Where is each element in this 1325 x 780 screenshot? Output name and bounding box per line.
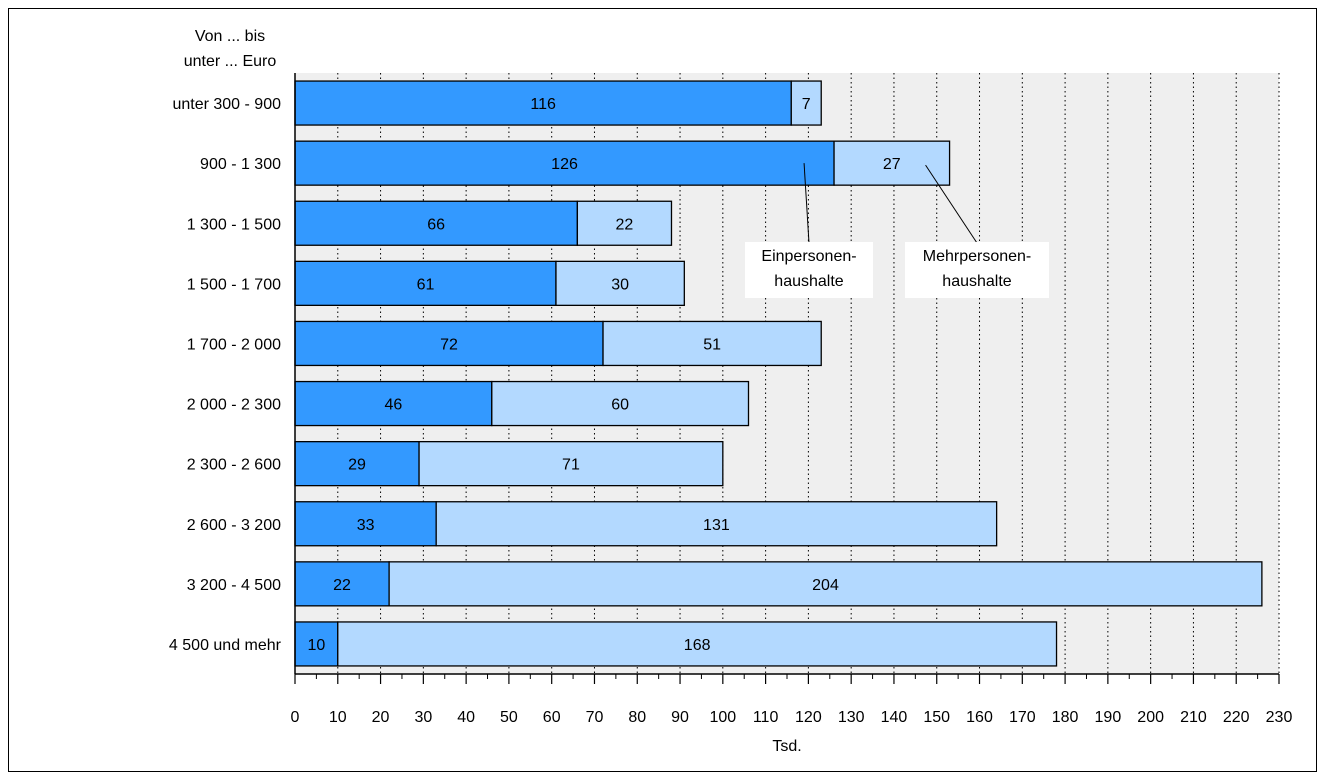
category-label: 2 300 - 2 600 xyxy=(187,457,281,474)
x-tick-label: 190 xyxy=(1095,709,1122,726)
category-label: 2 600 - 3 200 xyxy=(187,517,281,534)
category-label: 900 - 1 300 xyxy=(200,156,281,173)
x-tick-label: 120 xyxy=(795,709,822,726)
data-label: 168 xyxy=(684,637,711,654)
bar-mehrpersonen xyxy=(435,501,998,547)
data-label: 22 xyxy=(333,577,351,594)
category-label: 1 700 - 2 000 xyxy=(187,336,281,353)
x-tick-label: 0 xyxy=(291,709,300,726)
x-tick-label: 100 xyxy=(709,709,736,726)
category-label: 1 300 - 1 500 xyxy=(187,216,281,233)
x-tick-label: 150 xyxy=(923,709,950,726)
category-label: unter 300 - 900 xyxy=(172,96,281,113)
x-axis: 0 10 20 30 40 50 60 70 80 90 100 110 120 130 140 150 160… xyxy=(291,73,1293,726)
series-label: Einpersonen- xyxy=(761,248,856,265)
category-labels: unter 300 - 900 900 - 1 300 1 300 - 1 500 1… xyxy=(169,96,282,654)
series-label-box xyxy=(745,242,873,298)
category-label: 1 500 - 1 700 xyxy=(187,276,281,293)
bar-mehrpersonen xyxy=(602,320,822,367)
bar-einpersonen xyxy=(294,380,493,427)
data-label: 10 xyxy=(307,637,325,654)
category-label: 4 500 und mehr xyxy=(169,637,282,654)
data-label: 7 xyxy=(802,96,811,113)
series-annotations: Einpersonen-haushalte Mehrpersonen-hausha… xyxy=(745,163,1049,298)
x-axis-title: Tsd. xyxy=(772,738,801,755)
data-label: 51 xyxy=(703,336,721,353)
x-tick-label: 130 xyxy=(838,709,865,726)
data-label: 72 xyxy=(440,336,458,353)
x-tick-label: 160 xyxy=(966,709,993,726)
data-label: 27 xyxy=(883,156,901,173)
data-label: 71 xyxy=(562,457,580,474)
data-label: 116 xyxy=(530,96,556,113)
bar-mehrpersonen xyxy=(576,200,673,246)
data-label: 204 xyxy=(812,577,839,594)
category-label: 3 200 - 4 500 xyxy=(187,577,281,594)
data-label: 61 xyxy=(417,276,435,293)
bar-mehrpersonen xyxy=(388,561,1263,607)
data-label: 66 xyxy=(427,216,445,233)
bars: 116 7 126 27 66 22 61 30 72 51 46 60 29 71 33 131 22 204 1… xyxy=(294,80,1263,667)
x-tick-label: 10 xyxy=(329,709,347,726)
series-label-box xyxy=(905,242,1049,298)
category-axis-title-line-1: Von ... bis xyxy=(195,28,265,45)
x-tick-label: 30 xyxy=(414,709,432,726)
series-label: haushalte xyxy=(774,273,843,290)
data-label: 33 xyxy=(357,517,375,534)
x-tick-label: 70 xyxy=(586,709,604,726)
bar-mehrpersonen xyxy=(790,80,822,126)
bar-mehrpersonen xyxy=(491,380,750,427)
data-label: 60 xyxy=(611,397,629,414)
x-tick-label: 170 xyxy=(1009,709,1036,726)
series-label: Mehrpersonen- xyxy=(923,248,1032,265)
leader-line xyxy=(925,164,978,244)
bar-mehrpersonen xyxy=(833,140,951,186)
data-label: 46 xyxy=(385,397,403,414)
x-tick-label: 20 xyxy=(372,709,390,726)
x-tick-label: 200 xyxy=(1137,709,1164,726)
series-label: haushalte xyxy=(942,273,1011,290)
x-tick-label: 40 xyxy=(457,709,475,726)
bar-mehrpersonen xyxy=(555,260,685,307)
bar-einpersonen xyxy=(294,440,420,487)
leader-line xyxy=(803,163,810,244)
bar-einpersonen xyxy=(294,200,579,246)
x-tick-label: 230 xyxy=(1266,709,1293,726)
x-tick-label: 60 xyxy=(543,709,561,726)
x-tick-label: 110 xyxy=(753,709,779,726)
data-label: 30 xyxy=(611,276,629,293)
bar-einpersonen xyxy=(294,260,557,307)
bar-mehrpersonen xyxy=(418,440,724,487)
x-tick-label: 140 xyxy=(881,709,908,726)
x-tick-label: 90 xyxy=(671,709,689,726)
data-label: 22 xyxy=(616,216,634,233)
category-axis-title-line-2: unter ... Euro xyxy=(184,53,277,70)
data-label: 126 xyxy=(551,156,578,173)
category-label: 2 000 - 2 300 xyxy=(187,397,281,414)
x-tick-label: 80 xyxy=(628,709,646,726)
data-label: 131 xyxy=(703,517,730,534)
x-tick-label: 220 xyxy=(1223,709,1250,726)
x-tick-label: 50 xyxy=(500,709,518,726)
x-tick-label: 210 xyxy=(1180,709,1207,726)
x-tick-label: 180 xyxy=(1052,709,1079,726)
bar-einpersonen xyxy=(294,80,792,126)
bar-mehrpersonen xyxy=(337,621,1058,667)
bar-einpersonen xyxy=(294,561,390,607)
data-label: 29 xyxy=(348,457,366,474)
